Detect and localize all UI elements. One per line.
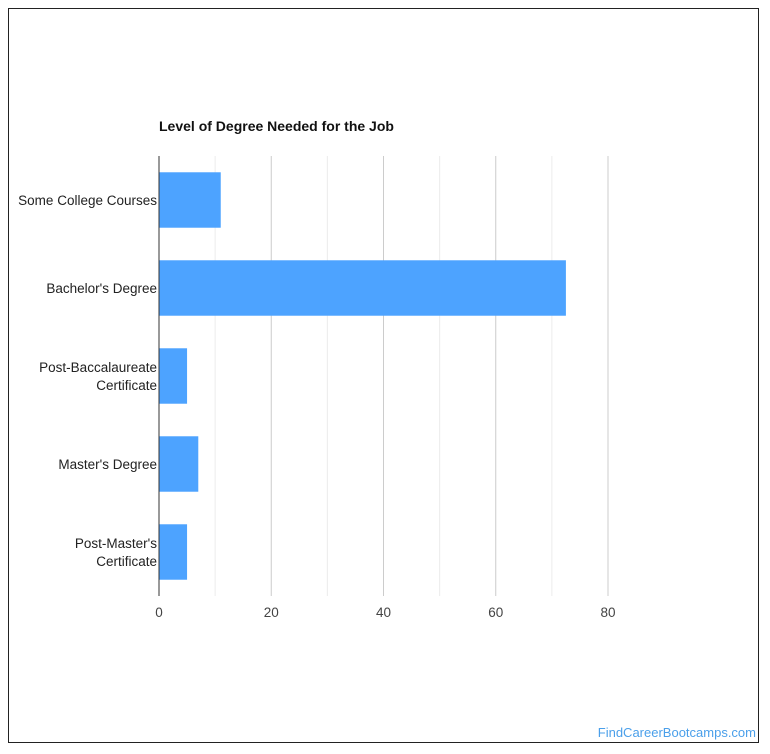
x-tick-labels: 0 20 40 60 80 bbox=[155, 605, 615, 620]
category-label: Certificate bbox=[96, 378, 157, 393]
chart-title: Level of Degree Needed for the Job bbox=[159, 118, 394, 134]
bar[interactable] bbox=[159, 348, 188, 404]
x-tick-label: 20 bbox=[264, 605, 279, 620]
category-label: Post-Master's bbox=[75, 536, 157, 551]
bar[interactable] bbox=[159, 524, 188, 580]
x-tick-label: 0 bbox=[155, 605, 163, 620]
bars bbox=[159, 172, 566, 580]
x-tick-label: 80 bbox=[600, 605, 615, 620]
category-label: Master's Degree bbox=[58, 457, 157, 472]
category-label: Bachelor's Degree bbox=[46, 281, 157, 296]
category-labels: Some College Courses Bachelor's Degree Pos… bbox=[18, 193, 157, 569]
category-label: Some College Courses bbox=[18, 193, 157, 208]
bar[interactable] bbox=[159, 436, 199, 492]
category-label: Post-Baccalaureate bbox=[39, 360, 157, 375]
x-tick-label: 40 bbox=[376, 605, 391, 620]
bar[interactable] bbox=[159, 260, 566, 316]
bar[interactable] bbox=[159, 172, 221, 228]
source-credit[interactable]: FindCareerBootcamps.com bbox=[597, 725, 756, 740]
category-label: Certificate bbox=[96, 554, 157, 569]
gridlines bbox=[214, 156, 609, 596]
x-tick-label: 60 bbox=[488, 605, 503, 620]
